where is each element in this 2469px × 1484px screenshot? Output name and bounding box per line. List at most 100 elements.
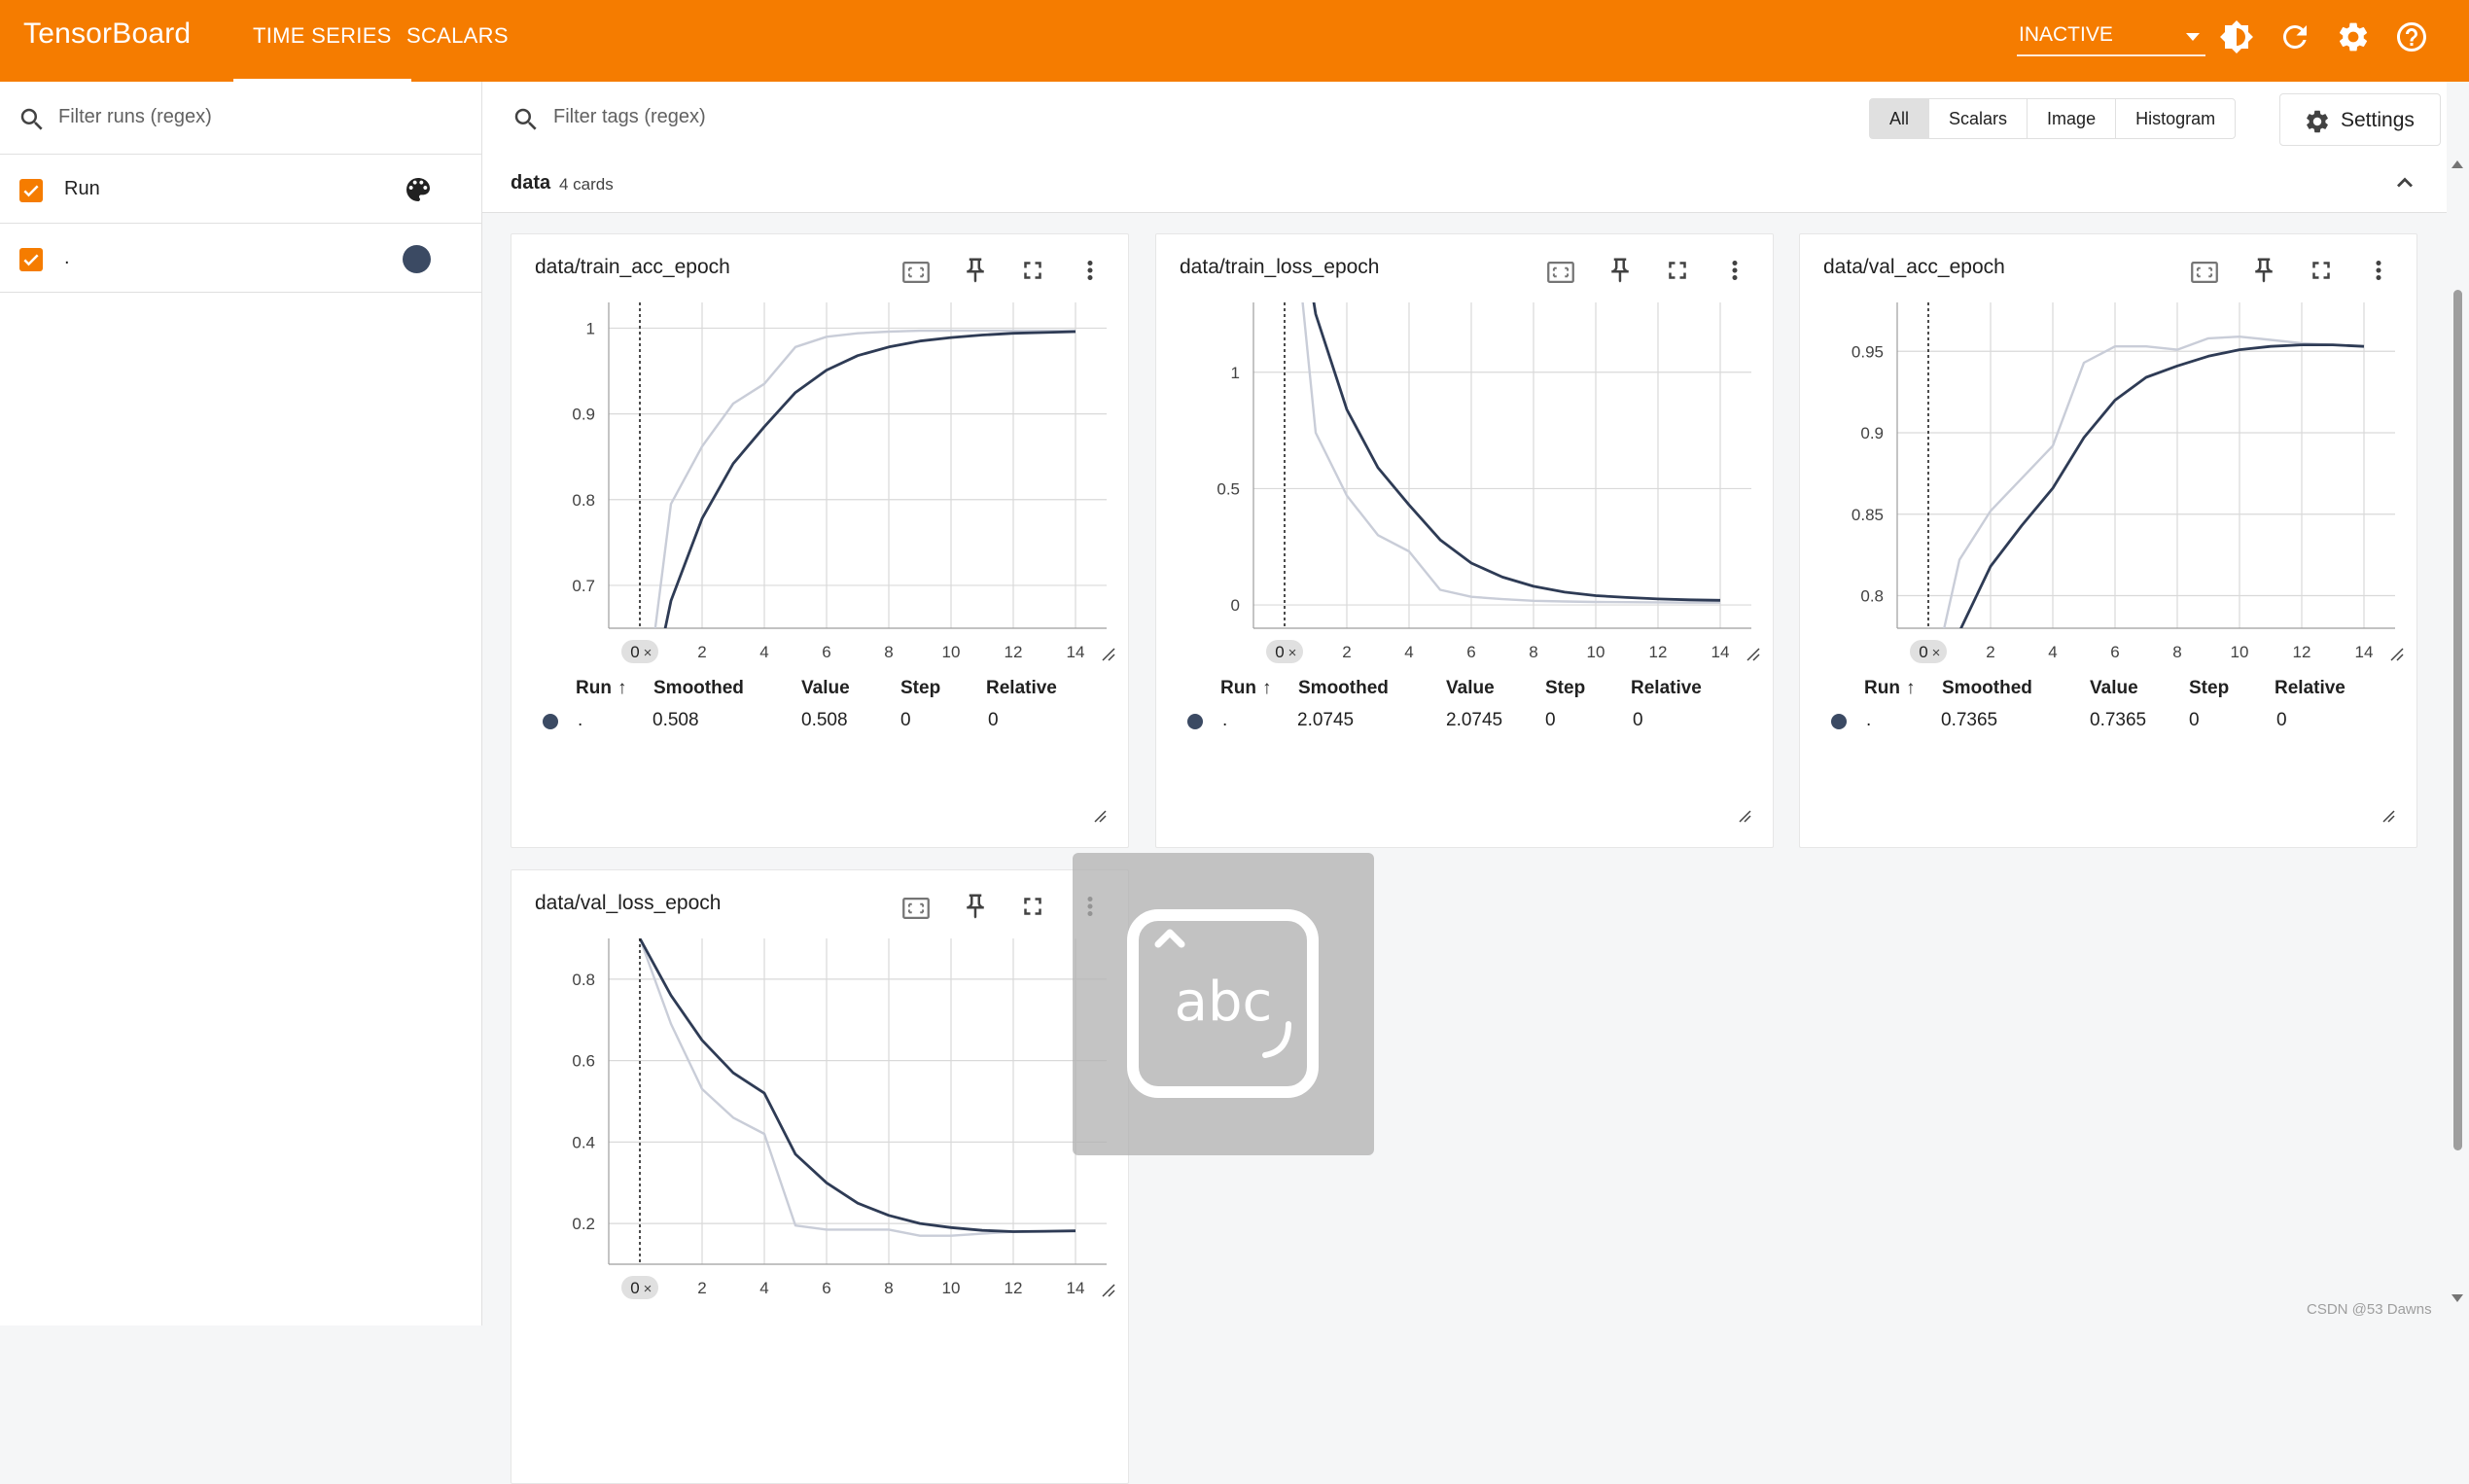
fullscreen-icon[interactable] bbox=[1018, 256, 1047, 290]
line-chart[interactable]: 2 4 6 8 10 12 140.70.80.910 × bbox=[511, 293, 1128, 672]
select-all-runs-checkbox[interactable] bbox=[19, 179, 43, 202]
fullscreen-icon[interactable] bbox=[1018, 892, 1047, 926]
sort-arrow-icon[interactable]: ↑ bbox=[1906, 678, 1916, 698]
y-tick-label: 0.5 bbox=[1217, 479, 1240, 498]
tab-time-series[interactable]: TIME SERIES bbox=[233, 23, 411, 82]
pin-icon[interactable] bbox=[961, 256, 990, 290]
tab-scalars[interactable]: SCALARS bbox=[406, 23, 509, 48]
run-checkbox[interactable] bbox=[19, 248, 43, 271]
step-chip-label: 0 bbox=[630, 1279, 639, 1297]
run-color-dot bbox=[1831, 714, 1847, 729]
runs-sidebar: Filter runs (regex) Run . bbox=[0, 82, 482, 1325]
step-chip-close-icon: × bbox=[644, 1281, 653, 1297]
fullscreen-icon[interactable] bbox=[1663, 256, 1692, 290]
legend-run-header[interactable]: Run bbox=[1220, 678, 1256, 698]
run-row-header[interactable]: Run bbox=[0, 155, 481, 224]
filter-tags-input[interactable]: Filter tags (regex) bbox=[553, 106, 706, 127]
line-chart[interactable]: 2 4 6 8 10 12 14 0.2 0.4 0.6 0.8 0 × bbox=[511, 929, 1128, 1308]
fit-domain-icon[interactable] bbox=[2188, 256, 2221, 294]
x-tick-label: 10 bbox=[942, 1279, 961, 1297]
run-color-dot[interactable] bbox=[403, 245, 431, 273]
main-scrollbar[interactable] bbox=[2447, 154, 2469, 1325]
type-filter-image[interactable]: Image bbox=[2028, 99, 2117, 138]
legend-value-header: Value bbox=[2090, 678, 2138, 698]
main-panel: Filter tags (regex) All Scalars Image Hi… bbox=[482, 82, 2447, 1325]
more-vert-icon[interactable] bbox=[1720, 256, 1749, 290]
run-row[interactable]: . bbox=[0, 224, 481, 293]
series-line-raw bbox=[653, 329, 1076, 628]
x-tick-label: 4 bbox=[759, 1279, 768, 1297]
pin-icon[interactable] bbox=[961, 892, 990, 926]
plot-resize-icon bbox=[2390, 648, 2404, 661]
refresh-icon[interactable] bbox=[2277, 19, 2312, 54]
x-tick-label: 12 bbox=[2293, 643, 2311, 661]
type-filter-all[interactable]: All bbox=[1870, 99, 1930, 138]
filter-runs-placeholder: Filter runs (regex) bbox=[58, 106, 212, 127]
plot-resize-icon bbox=[1746, 648, 1760, 661]
theme-toggle-icon[interactable] bbox=[2219, 19, 2254, 54]
legend-step-value: 0 bbox=[2189, 710, 2200, 730]
step-chip bbox=[621, 640, 658, 663]
fullscreen-icon[interactable] bbox=[2307, 256, 2336, 290]
tag-filter-bar: Filter tags (regex) All Scalars Image Hi… bbox=[482, 82, 2447, 155]
run-color-dot bbox=[1187, 714, 1203, 729]
step-chip-label: 0 bbox=[1919, 643, 1927, 661]
help-icon[interactable] bbox=[2394, 19, 2429, 54]
sort-arrow-icon[interactable]: ↑ bbox=[617, 678, 627, 698]
legend-run-header[interactable]: Run bbox=[576, 678, 612, 698]
plugin-select[interactable]: INACTIVE bbox=[2017, 21, 2205, 56]
legend-step-value: 0 bbox=[1545, 710, 1556, 730]
type-filter-scalars[interactable]: Scalars bbox=[1929, 99, 2028, 138]
legend-relative-header: Relative bbox=[2275, 678, 2346, 698]
legend-run-header[interactable]: Run bbox=[1864, 678, 1900, 698]
step-chip bbox=[1266, 640, 1303, 663]
legend-smoothed-value: 0.508 bbox=[653, 710, 699, 730]
y-tick-label: 1 bbox=[586, 319, 595, 337]
x-tick-label: 14 bbox=[1067, 643, 1085, 661]
step-chip-close-icon: × bbox=[1288, 645, 1297, 661]
type-filter-histogram[interactable]: Histogram bbox=[2135, 109, 2216, 128]
chevron-up-icon[interactable] bbox=[2391, 169, 2418, 196]
x-tick-label: 2 bbox=[697, 643, 706, 661]
step-chip-close-icon: × bbox=[644, 645, 653, 661]
scroll-up-arrow-icon[interactable] bbox=[2451, 159, 2464, 169]
legend-smoothed-value: 2.0745 bbox=[1297, 710, 1355, 730]
scalar-card: data/val_loss_epoch 2 4 6 8 10 12 14 0.2 0.4 0.6 0.… bbox=[511, 869, 1129, 1484]
card-resize-icon[interactable] bbox=[1738, 809, 1751, 828]
palette-icon[interactable] bbox=[403, 174, 434, 210]
y-tick-label: 0.4 bbox=[572, 1133, 595, 1151]
step-chip-label: 0 bbox=[630, 643, 639, 661]
settings-gear-icon[interactable] bbox=[2336, 19, 2371, 54]
more-vert-icon[interactable] bbox=[1076, 256, 1105, 290]
pin-icon[interactable] bbox=[2249, 256, 2278, 290]
sort-arrow-icon[interactable]: ↑ bbox=[1262, 678, 1272, 698]
fit-domain-icon[interactable] bbox=[899, 892, 933, 930]
pin-icon[interactable] bbox=[1605, 256, 1635, 290]
card-resize-icon[interactable] bbox=[1093, 809, 1107, 828]
series-line-raw bbox=[1943, 336, 2365, 628]
card-resize-icon[interactable] bbox=[2381, 809, 2395, 828]
filter-runs-input[interactable]: Filter runs (regex) bbox=[0, 82, 481, 155]
step-chip-close-icon: × bbox=[1932, 645, 1941, 661]
more-vert-icon[interactable] bbox=[2364, 256, 2393, 290]
legend-step-header: Step bbox=[2189, 678, 2230, 698]
scroll-down-arrow-icon[interactable] bbox=[2451, 1293, 2464, 1303]
fit-domain-icon[interactable] bbox=[1544, 256, 1577, 294]
line-chart[interactable]: 2 4 6 8 10 12 14 0.8 0.85 0.9 0.95 0 × bbox=[1800, 293, 2416, 672]
y-tick-label: 0.9 bbox=[572, 406, 595, 424]
x-tick-label: 10 bbox=[942, 643, 961, 661]
legend-value-value: 0.508 bbox=[801, 710, 848, 730]
plot-resize-icon bbox=[1102, 648, 1115, 661]
run-column-label: Run bbox=[64, 178, 100, 199]
x-tick-label: 6 bbox=[822, 1279, 830, 1297]
card-group-header[interactable]: data 4 cards bbox=[482, 154, 2447, 213]
scroll-thumb[interactable] bbox=[2453, 290, 2462, 1150]
run-color-dot bbox=[543, 714, 558, 729]
legend-smoothed-value: 0.7365 bbox=[1941, 710, 1998, 730]
fit-domain-icon[interactable] bbox=[899, 256, 933, 294]
legend-value-header: Value bbox=[801, 678, 850, 698]
x-tick-label: 8 bbox=[1529, 643, 1537, 661]
settings-button[interactable]: Settings bbox=[2279, 93, 2441, 146]
legend-relative-header: Relative bbox=[1631, 678, 1702, 698]
